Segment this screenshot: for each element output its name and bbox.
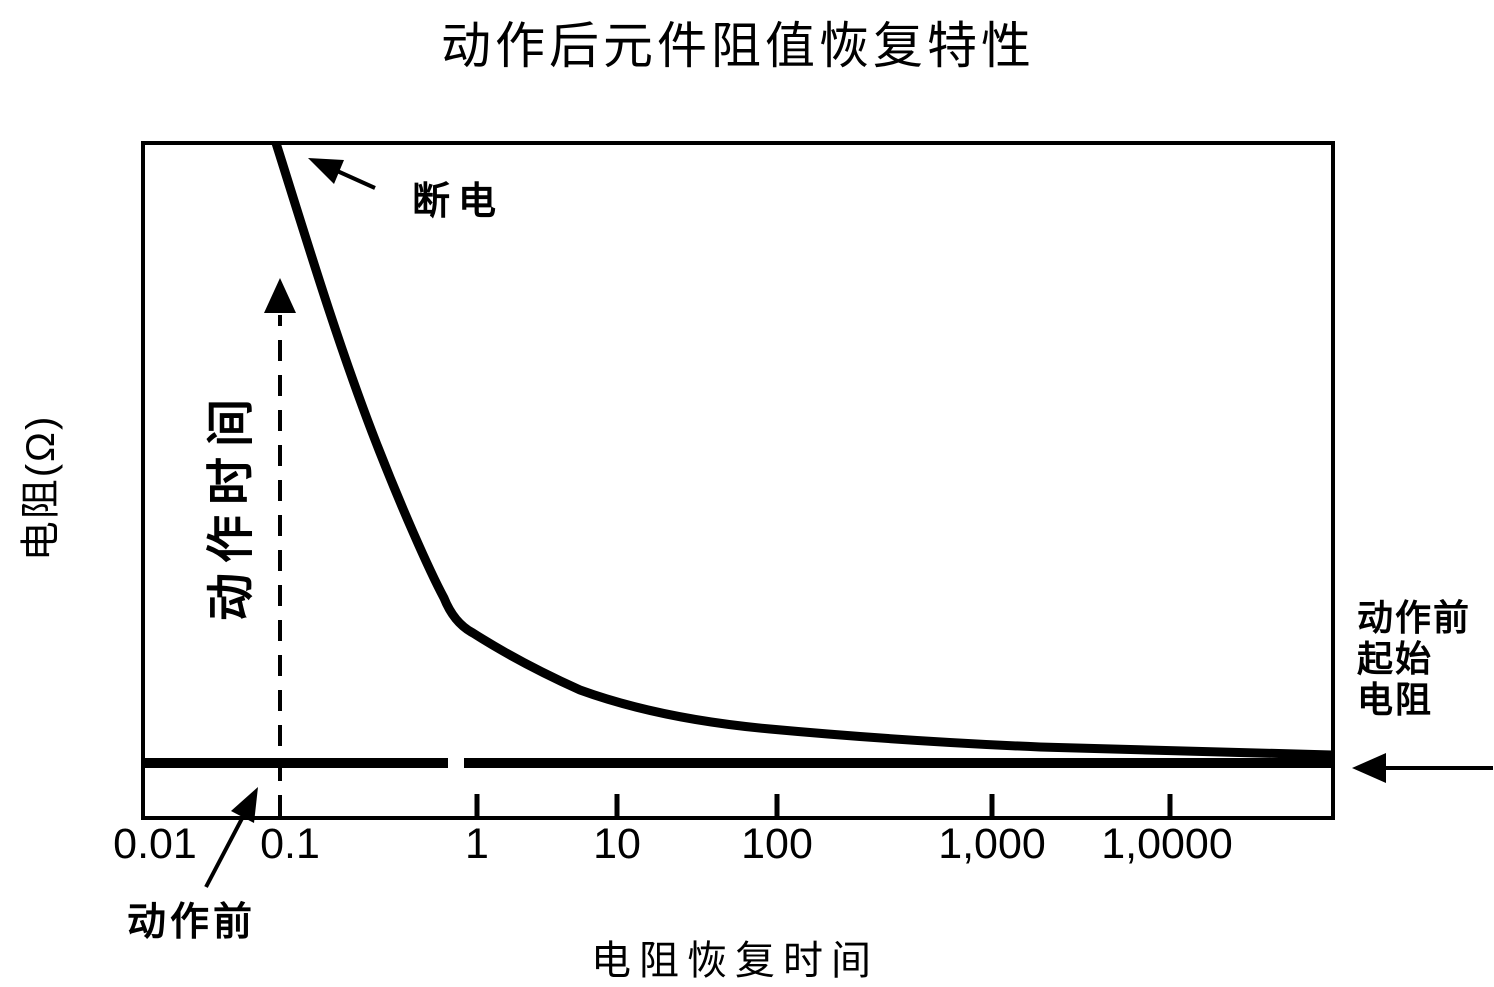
power-off-label: 断电 [412, 181, 505, 223]
x-axis-ticks [474, 794, 1173, 816]
power-off-arrow [308, 158, 376, 190]
before-operation-label: 动作前 [127, 901, 257, 944]
operating-time-arrow [264, 278, 296, 816]
arrowhead-left-icon [1352, 753, 1386, 783]
plot-frame [141, 141, 1335, 820]
chart-title: 动作后元件阻值恢复特性 [441, 18, 1035, 74]
arrowhead-upleft-icon [308, 158, 344, 184]
recovery-curve [271, 141, 1333, 760]
initial-resistance-label: 动作前 起始 电阻 [1357, 597, 1494, 720]
x-tick-label-10: 10 [593, 820, 641, 868]
arrowhead-up-icon [264, 278, 296, 313]
before-operation-arrow [204, 787, 258, 888]
x-tick-label-1000: 1,000 [938, 820, 1046, 868]
x-tick-label-0.1: 0.1 [260, 820, 320, 868]
arrowhead-upright-icon [231, 787, 258, 823]
x-tick-label-0.01: 0.01 [113, 820, 197, 868]
y-axis-label: 电阻(Ω) [19, 414, 63, 562]
x-tick-label-100: 100 [741, 820, 813, 868]
initial-resistance-label-line2: 起始 [1357, 638, 1434, 679]
initial-resistance-label-line1: 动作前 [1357, 597, 1472, 638]
x-tick-label-10000: 1,0000 [1101, 820, 1233, 868]
x-tick-label-1: 1 [465, 820, 489, 868]
x-axis-label: 电阻恢复时间 [591, 939, 879, 983]
operating-time-label: 动作时间 [205, 389, 258, 622]
initial-resistance-label-line3: 电阻 [1357, 679, 1434, 720]
initial-resistance-arrow [1352, 753, 1493, 783]
